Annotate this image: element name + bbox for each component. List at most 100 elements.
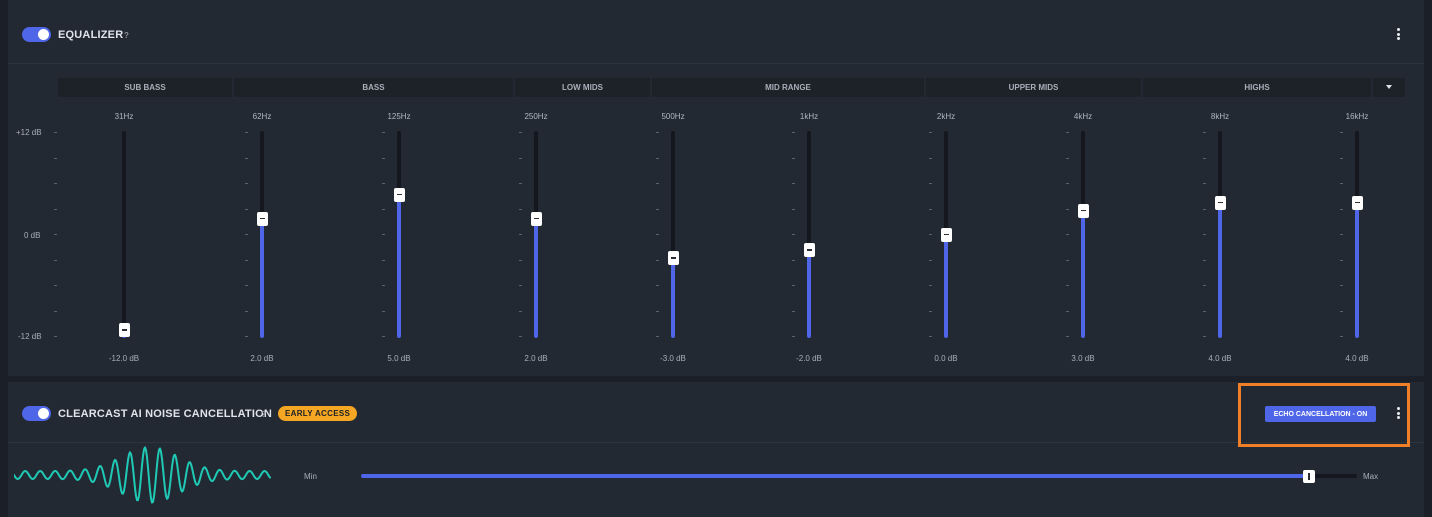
eq-value-label: 4.0 dB <box>1208 354 1232 363</box>
scale-tick <box>792 234 795 235</box>
noise-cancellation-slider[interactable] <box>361 474 1357 478</box>
freq-label: 31Hz <box>114 112 134 121</box>
eq-slider-track[interactable] <box>122 131 126 338</box>
scale-tick <box>519 183 522 184</box>
scale-tick <box>1203 234 1206 235</box>
scale-tick <box>245 311 248 312</box>
eq-slider-thumb[interactable] <box>118 323 130 337</box>
scale-tick <box>792 336 795 337</box>
scale-tick <box>656 209 659 210</box>
scale-tick <box>54 158 57 159</box>
band-header-highs: HIGHS <box>1143 78 1371 97</box>
eq-slider-track[interactable] <box>1218 131 1222 338</box>
scale-tick <box>1066 234 1069 235</box>
scale-tick <box>656 285 659 286</box>
eq-slider-fill <box>397 194 401 338</box>
scale-tick <box>54 234 57 235</box>
equalizer-help-icon[interactable]: ? <box>124 31 129 40</box>
scale-tick <box>54 285 57 286</box>
eq-slider-thumb[interactable] <box>1351 195 1363 210</box>
band-dropdown-button[interactable] <box>1373 78 1405 97</box>
eq-slider-thumb[interactable] <box>940 227 952 242</box>
eq-slider-track[interactable] <box>1355 131 1359 338</box>
scale-tick <box>1066 209 1069 210</box>
scale-tick <box>1340 285 1343 286</box>
eq-slider-thumb[interactable] <box>803 243 815 258</box>
scale-tick <box>519 234 522 235</box>
scale-tick <box>929 285 932 286</box>
eq-slider-thumb[interactable] <box>1214 195 1226 210</box>
equalizer-toggle[interactable] <box>22 27 51 42</box>
scale-tick <box>656 132 659 133</box>
echo-cancellation-button[interactable]: ECHO CANCELLATION - ON <box>1265 406 1376 422</box>
scale-tick <box>382 183 385 184</box>
scale-tick <box>1066 132 1069 133</box>
eq-slider-track[interactable] <box>807 131 811 338</box>
scale-tick <box>382 234 385 235</box>
scale-tick <box>929 260 932 261</box>
scale-tick <box>1340 132 1343 133</box>
scale-tick <box>656 260 659 261</box>
equalizer-more-icon[interactable] <box>1391 26 1405 42</box>
scale-tick <box>54 260 57 261</box>
scale-tick <box>519 209 522 210</box>
scale-tick <box>1203 285 1206 286</box>
noise-cancellation-help-icon[interactable]: ? <box>261 410 266 419</box>
scale-tick <box>1340 234 1343 235</box>
eq-slider-track[interactable] <box>397 131 401 338</box>
eq-slider-fill <box>1218 202 1222 338</box>
scale-tick <box>1066 260 1069 261</box>
eq-slider-fill <box>1355 202 1359 338</box>
scale-tick <box>519 158 522 159</box>
eq-slider-thumb[interactable] <box>256 211 268 226</box>
equalizer-panel: EQUALIZER ? <box>8 0 1424 376</box>
eq-slider-thumb[interactable] <box>393 187 405 202</box>
scale-tick <box>929 336 932 337</box>
scale-tick <box>1066 158 1069 159</box>
eq-value-label: -2.0 dB <box>796 354 822 363</box>
scale-tick <box>382 132 385 133</box>
scale-tick <box>929 158 932 159</box>
scale-tick <box>54 209 57 210</box>
waveform-icon <box>14 446 271 504</box>
eq-slider-thumb[interactable] <box>667 251 679 266</box>
scale-tick <box>1203 260 1206 261</box>
eq-slider-thumb[interactable] <box>1077 203 1089 218</box>
toggle-knob <box>38 29 49 40</box>
scale-tick <box>1203 183 1206 184</box>
scale-tick <box>792 311 795 312</box>
eq-slider-track[interactable] <box>260 131 264 338</box>
band-header-sub-bass: SUB BASS <box>58 78 232 97</box>
scale-tick <box>656 158 659 159</box>
eq-slider-fill <box>534 218 538 338</box>
eq-slider-track[interactable] <box>1081 131 1085 338</box>
scale-tick <box>1340 183 1343 184</box>
noise-cancellation-slider-fill <box>361 474 1310 478</box>
eq-slider-track[interactable] <box>671 131 675 338</box>
scale-tick <box>245 260 248 261</box>
eq-slider-thumb[interactable] <box>530 211 542 226</box>
band-header-mid-range: MID RANGE <box>652 78 924 97</box>
eq-value-label: 2.0 dB <box>524 354 548 363</box>
scale-tick <box>1066 183 1069 184</box>
noise-cancellation-more-icon[interactable] <box>1391 405 1405 421</box>
scale-tick <box>792 132 795 133</box>
scale-tick <box>382 311 385 312</box>
scale-tick <box>656 183 659 184</box>
freq-label: 125Hz <box>387 112 411 121</box>
scale-tick <box>1340 158 1343 159</box>
axis-min-label: -12 dB <box>18 332 42 341</box>
freq-label: 1kHz <box>799 112 819 121</box>
eq-slider-track[interactable] <box>534 131 538 338</box>
slider-min-label: Min <box>304 472 317 481</box>
scale-tick <box>1203 209 1206 210</box>
equalizer-divider <box>8 63 1424 64</box>
eq-value-label: 5.0 dB <box>387 354 411 363</box>
scale-tick <box>245 158 248 159</box>
scale-tick <box>245 285 248 286</box>
scale-tick <box>792 158 795 159</box>
scale-tick <box>792 260 795 261</box>
noise-cancellation-toggle[interactable] <box>22 406 51 421</box>
noise-cancellation-slider-thumb[interactable] <box>1303 470 1316 483</box>
equalizer-title: EQUALIZER <box>58 29 124 41</box>
